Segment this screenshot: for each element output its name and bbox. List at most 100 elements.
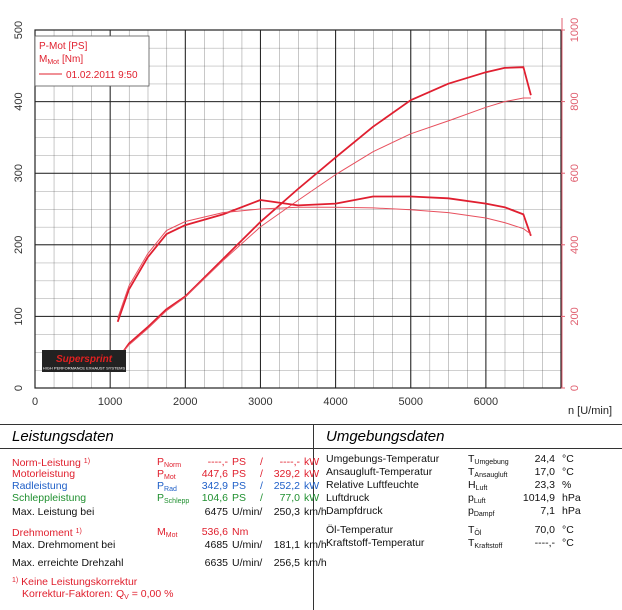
symbol: PSchlepp [157,492,189,508]
value: 447,6 [201,468,228,480]
x-tick-label: 6000 [474,396,498,408]
row-label: Luftdruck [326,492,370,504]
symbol: MMot [157,526,177,542]
legend-power: P-Mot [PS] [39,41,88,52]
row-label: Ansaugluft-Temperatur [326,466,433,478]
legend-torque: MMot [Nm] [39,54,83,66]
symbol: TUmgebung [468,453,509,469]
symbol: HLuft [468,479,487,495]
symbol: pDampf [468,505,494,521]
value: 250,3 [273,506,300,518]
logo-bg [42,350,126,372]
unit: kW [304,480,320,492]
unit: U/min/ [232,539,263,551]
row-label: Max. Leistung bei [12,506,95,518]
symbol-main: Q [115,588,125,600]
table-header-border [0,448,622,449]
symbol: TÖl [468,524,481,540]
series-line [117,97,531,359]
value: 4685 [204,539,228,551]
legend-box [34,35,150,87]
y-tick-label: 0 [13,385,25,391]
row-label: Max. erreichte Drehzahl [12,557,124,569]
row-label: Radleistung [12,480,68,492]
value: 1014,9 [522,492,555,504]
value: 104,6 [201,492,228,504]
value: ----,- [207,456,228,468]
logo-name: Supersprint [56,354,113,365]
unit: PS [232,468,247,480]
y2-tick-label: 400 [569,236,581,254]
footnote-text: Keine Leistungskorrektur [21,576,138,588]
x-tick-label: 0 [32,396,38,408]
equals: = [131,588,138,600]
symbol: PMot [157,468,176,484]
symbol: PRad [157,480,177,496]
value: 256,5 [273,557,300,569]
minor-grid [35,30,561,388]
unit: km/h [304,539,327,551]
symbol-main: T [468,524,475,536]
row-label: Max. Drehmoment bei [12,539,116,551]
value: 6475 [204,506,228,518]
footnote: 1) Keine Leistungskorrektur [12,575,137,588]
unit: hPa [562,505,581,517]
y-tick-label: 400 [13,92,25,110]
unit: PS [232,480,247,492]
value: 77,0 [279,492,300,504]
x-tick-label: 3000 [248,396,272,408]
legend-run: 01.02.2011 9:50 [66,70,138,81]
symbol-main: M [157,526,166,538]
row-label: Motorleistung [12,468,76,480]
separator: / [260,480,263,492]
chart: n [U/min] 0 1000 2000 3000 4000 5000 600001002… [13,18,612,417]
logo-tagline: HIGH PERFORMANCE EXHAUST SYSTEMS [43,366,126,371]
value: 23,3 [534,479,555,491]
unit: Nm [232,526,249,538]
legend: P-Mot [PS] MMot [Nm] 01.02.2011 9:50 [34,35,150,87]
correction-value: 0,00 % [140,588,174,600]
unit: kW [304,492,320,504]
value: 181,1 [273,539,300,551]
y-tick-label: 500 [13,21,25,39]
symbol-sub: Rad [164,486,177,493]
row-label: Drehmoment 1) [12,527,82,539]
unit: U/min/ [232,557,263,569]
symbol-main: T [468,466,475,478]
unit: °C [562,537,574,549]
symbol-sub: Kraftstoff [474,543,503,550]
symbol-main: P [157,456,165,468]
symbol-sub: Mot [164,474,176,481]
footnote-ref: 1) [83,458,91,465]
symbol-main: P [157,468,165,480]
symbol-main: T [468,453,475,465]
table-title: Umgebungsdaten [326,428,445,445]
row-label: Relative Luftfeuchte [326,479,419,491]
symbol-sub: Umgebung [474,459,509,466]
value: 17,0 [534,466,555,478]
unit: °C [562,453,574,465]
symbol-main: H [468,479,476,491]
legend-torque-sub: Mot [47,59,59,66]
value: ----,- [279,456,300,468]
symbol-sub: Norm [164,462,182,469]
x-axis-label: n [U/min] [568,405,612,417]
x-tick-label: 2000 [173,396,197,408]
separator: / [260,492,263,504]
symbol-sub: Öl [474,530,482,537]
row-label: Kraftstoff-Temperatur [326,537,425,549]
symbol-sub: V [124,594,129,601]
symbol: pLuft [468,492,486,508]
symbol-sub: Schlepp [164,498,190,505]
symbol: PNorm [157,456,181,472]
symbol-sub: Ansaugluft [474,472,508,479]
y-tick-label: 200 [13,236,25,254]
y2-tick-label: 800 [569,92,581,110]
value: ----,- [534,537,555,549]
symbol-main: P [157,492,165,504]
value: 7,1 [540,505,555,517]
symbol: TAnsaugluft [468,466,508,482]
y2-tick-label: 600 [569,164,581,182]
symbol-sub: Luft [475,485,488,492]
unit: kW [304,456,320,468]
